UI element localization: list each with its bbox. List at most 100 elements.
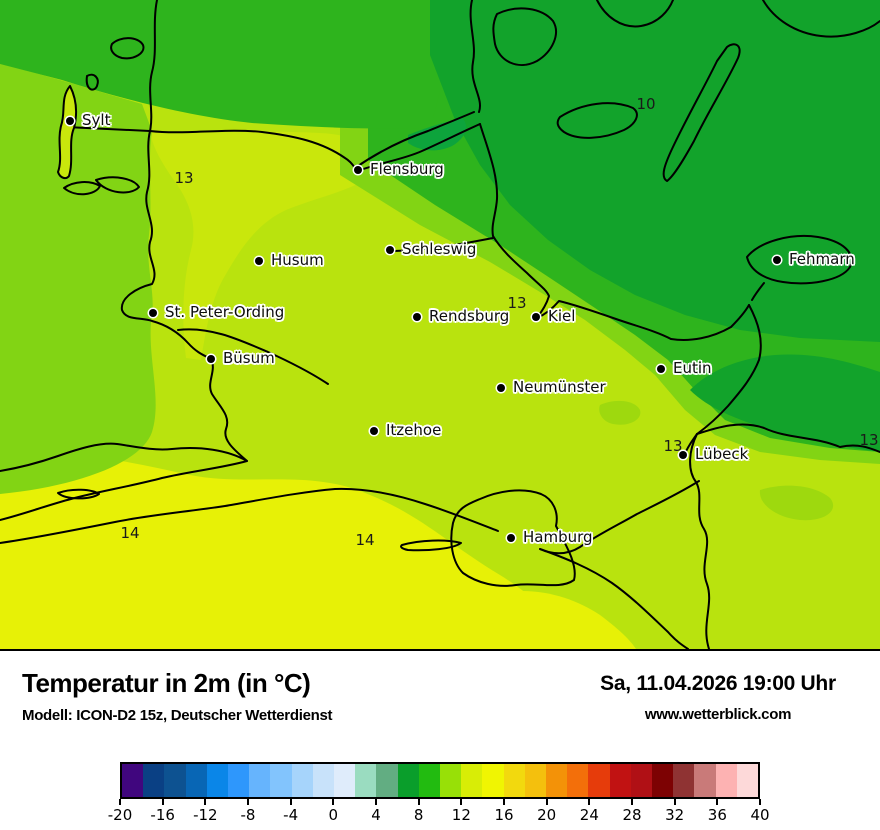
colorbar-tick <box>332 799 335 805</box>
colorbar-segment <box>482 764 504 797</box>
colorbar-segment <box>418 764 441 797</box>
colorbar-segment <box>715 764 737 797</box>
caption-left: Temperatur in 2m (in °C) Modell: ICON-D2… <box>22 668 333 724</box>
city-label: Flensburg <box>370 160 444 178</box>
colorbar-tick-label: 32 <box>665 806 685 824</box>
colorbar-segment <box>546 764 568 797</box>
colorbar-tick-label: 40 <box>750 806 770 824</box>
city-dot <box>255 257 263 265</box>
city-dot <box>532 313 540 321</box>
colorbar-segment <box>334 764 356 797</box>
colorbar-tick <box>375 799 377 805</box>
colorbar-segment <box>397 764 419 797</box>
colorbar-tick <box>460 799 463 805</box>
colorbar-segment <box>652 764 674 797</box>
city-label: Neumünster <box>513 378 606 396</box>
colorbar-segment <box>736 764 759 797</box>
city-label: Hamburg <box>523 528 593 546</box>
colorbar-segment <box>461 764 483 797</box>
colorbar-segment <box>524 764 547 797</box>
colorbar-tick <box>417 799 420 805</box>
colorbar-segment <box>291 764 313 797</box>
city-label: St. Peter-Ording <box>165 303 285 321</box>
colorbar-segment <box>228 764 250 797</box>
city-dot <box>507 534 515 542</box>
colorbar-tick-label: -20 <box>107 806 133 824</box>
city-dot <box>207 355 215 363</box>
city-label: Lübeck <box>695 445 749 463</box>
colorbar-tick-label: -16 <box>150 806 175 824</box>
colorbar-segment <box>270 764 292 797</box>
colorbar-tick-label: -4 <box>283 806 299 824</box>
contour-label: 13 <box>174 169 194 187</box>
map-graphic <box>0 0 880 649</box>
colorbar-tick-label: 24 <box>579 806 599 824</box>
city-dot <box>386 246 394 254</box>
colorbar-segment <box>440 764 462 797</box>
colorbar-segment <box>143 764 165 797</box>
colorbar-segment <box>630 764 653 797</box>
city-dot <box>773 256 781 264</box>
contour-label: 13 <box>507 294 527 312</box>
colorbar-tick <box>204 799 207 805</box>
city-label: Fehmarn <box>789 250 855 268</box>
city-label: Itzehoe <box>386 421 442 439</box>
colorbar-tick-label: 36 <box>707 806 727 824</box>
colorbar-segment <box>355 764 377 797</box>
colorbar-ticks: -20 -16 -12 -8 -4 0 4 8 12 16 20 24 28 32 36 40 <box>108 799 770 829</box>
colorbar-segment <box>673 764 695 797</box>
colorbar-tick <box>673 799 676 805</box>
colorbar-tick-label: -8 <box>240 806 256 824</box>
contour-label: 13 <box>859 431 879 449</box>
map-marker-layer: Sylt Flensburg Schleswig Husum St. Peter-Ord… <box>66 95 879 549</box>
colorbar-tick-label: 20 <box>537 806 557 824</box>
coastlines <box>0 0 880 649</box>
colorbar-segment <box>185 764 207 797</box>
colorbar-tick <box>247 799 249 805</box>
colorbar-tick-label: 28 <box>622 806 642 824</box>
city-label: Büsum <box>223 349 275 367</box>
city-dot <box>370 427 378 435</box>
city-dot <box>66 117 74 125</box>
colorbar-segment <box>206 764 229 797</box>
valid-time: Sa, 11.04.2026 19:00 Uhr <box>600 672 836 695</box>
temperature-colorbar <box>120 762 760 799</box>
city-dot <box>354 166 362 174</box>
page-title: Temperatur in 2m (in °C) <box>22 668 311 698</box>
city-label: Rendsburg <box>429 307 510 325</box>
colorbar-tick <box>545 799 548 805</box>
colorbar-tick <box>588 799 591 805</box>
colorbar-segment <box>312 764 335 797</box>
website-link[interactable]: www.wetterblick.com <box>644 706 792 723</box>
city-dot <box>679 451 687 459</box>
contour-label: 14 <box>355 531 375 549</box>
contour-label: 13 <box>663 437 683 455</box>
colorbar-tick-label: 12 <box>451 806 471 824</box>
colorbar-tick <box>161 799 164 805</box>
city-label: Sylt <box>82 111 111 129</box>
colorbar-tick-label: 8 <box>413 806 424 824</box>
model-info: Modell: ICON-D2 15z, Deutscher Wetterdie… <box>22 707 333 724</box>
colorbar-tick <box>503 799 505 805</box>
contour-label: 14 <box>120 524 140 542</box>
colorbar-tick <box>716 799 719 805</box>
colorbar-segment <box>122 764 144 797</box>
city-dot <box>497 384 505 392</box>
colorbar-segment <box>694 764 716 797</box>
colorbar-segment <box>567 764 589 797</box>
contour-label: 10 <box>636 95 656 113</box>
colorbar-tick-label: 4 <box>371 806 381 824</box>
colorbar-segment <box>503 764 525 797</box>
city-dot <box>657 365 665 373</box>
colorbar-tick-label: 16 <box>494 806 514 824</box>
caption-right: Sa, 11.04.2026 19:00 Uhr www.wetterblick… <box>578 672 858 723</box>
colorbar-tick <box>119 799 121 805</box>
temperature-map: Sylt Flensburg Schleswig Husum St. Peter-Ord… <box>0 0 880 651</box>
colorbar-tick <box>289 799 292 805</box>
colorbar-segment <box>609 764 631 797</box>
colorbar-tick <box>631 799 633 805</box>
colorbar-segment <box>249 764 271 797</box>
colorbar-tick-label: -12 <box>193 806 218 824</box>
colorbar-segment <box>376 764 398 797</box>
